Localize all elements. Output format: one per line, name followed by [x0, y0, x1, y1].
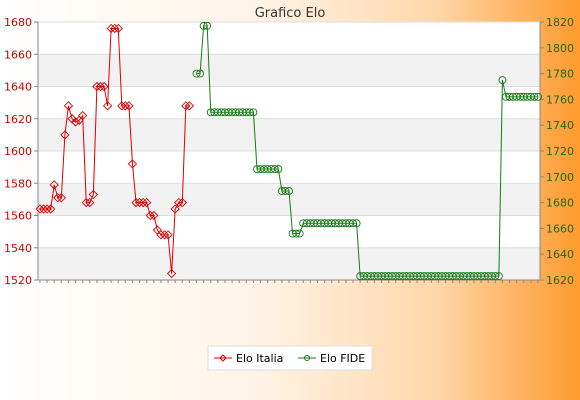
legend-label-elo-fide: Elo FIDE	[320, 352, 365, 365]
grid-band	[38, 118, 540, 151]
data-point	[113, 23, 123, 34]
series-layer	[35, 21, 542, 281]
y-right-tick-label: 1760	[546, 93, 574, 106]
y-right-tick-label: 1720	[546, 145, 574, 158]
y-left-tick-label: 1620	[4, 113, 32, 126]
y-right-tick-label: 1700	[546, 171, 574, 184]
data-point	[85, 197, 95, 208]
data-point	[38, 204, 49, 214]
data-point	[349, 219, 357, 228]
legend-marker-elo-fide	[304, 355, 310, 361]
data-point	[106, 23, 116, 34]
y-left-tick-label: 1560	[4, 210, 32, 223]
data-point	[131, 197, 141, 208]
y-right-tick-label: 1800	[546, 42, 574, 55]
data-point	[184, 101, 195, 111]
y-left-tick-label: 1580	[4, 177, 32, 190]
data-point	[281, 187, 290, 195]
data-point	[166, 268, 177, 279]
data-point	[127, 159, 138, 169]
data-point	[156, 230, 166, 240]
data-point	[63, 101, 74, 111]
data-point	[70, 117, 81, 127]
data-point	[81, 197, 91, 208]
y-left-tick-label: 1640	[4, 81, 32, 94]
y-left-tick-label: 1540	[4, 242, 32, 255]
y-right-tick-label: 1640	[546, 248, 574, 261]
data-point	[35, 204, 45, 214]
data-point	[124, 101, 134, 111]
data-point	[117, 101, 127, 111]
data-point	[102, 101, 113, 111]
y-left-tick-label: 1660	[4, 48, 32, 61]
data-point	[159, 230, 170, 240]
y-right-tick-label: 1740	[546, 119, 574, 132]
y-right-tick-label: 1620	[546, 274, 574, 287]
data-point	[534, 92, 542, 101]
data-point	[56, 193, 66, 203]
legend: Elo Italia Elo FIDE	[207, 345, 373, 371]
data-point	[249, 108, 258, 117]
data-point	[199, 21, 208, 30]
data-point	[149, 210, 159, 221]
data-point	[99, 81, 109, 92]
y-right-tick-label: 1680	[546, 197, 574, 210]
data-point	[181, 101, 191, 111]
data-point	[170, 204, 180, 214]
data-point	[95, 81, 106, 92]
data-point	[53, 193, 63, 203]
data-point	[92, 81, 102, 92]
data-point	[530, 92, 539, 101]
grid-band	[38, 54, 540, 87]
data-point	[498, 76, 507, 85]
data-point	[88, 189, 98, 200]
data-point	[142, 197, 152, 208]
data-point	[292, 229, 301, 238]
chart-title: Grafico Elo	[255, 6, 326, 21]
legend-marker-elo-italia	[219, 354, 227, 362]
data-point	[491, 272, 500, 281]
data-point	[42, 204, 52, 214]
data-point	[285, 187, 293, 195]
grid-band	[38, 247, 540, 280]
data-point	[120, 101, 131, 111]
data-point	[60, 130, 70, 140]
y-right-tick-label: 1820	[546, 16, 574, 29]
data-point	[192, 69, 201, 78]
y-right-tick-label: 1780	[546, 68, 574, 81]
data-point	[203, 21, 212, 30]
y-left-tick-label: 1600	[4, 145, 32, 158]
x-tick-labels	[39, 280, 539, 283]
data-point	[270, 165, 279, 174]
y-left-tick-label: 1680	[4, 16, 32, 29]
plot-area	[38, 21, 540, 281]
legend-label-elo-italia: Elo Italia	[236, 352, 283, 365]
y-right-tick-label: 1660	[546, 222, 574, 235]
data-point	[78, 110, 88, 121]
data-point	[49, 180, 59, 190]
data-point	[245, 108, 254, 117]
data-point	[163, 230, 173, 240]
grid-band	[38, 183, 540, 216]
data-point	[145, 210, 155, 221]
data-point	[295, 229, 304, 238]
data-point	[138, 197, 148, 208]
y-left-tick-label: 1520	[4, 274, 32, 287]
data-point	[196, 69, 205, 78]
data-point	[494, 272, 503, 281]
axes: 1520 1540 1560 1580 1600 1620 1640 1660 1680 1620…	[4, 16, 574, 287]
data-point	[177, 197, 187, 208]
data-point	[274, 165, 283, 174]
legend-box	[207, 345, 373, 371]
data-point	[352, 219, 361, 228]
data-point	[110, 23, 120, 34]
data-point	[46, 204, 56, 214]
data-point	[134, 197, 145, 208]
data-point	[174, 197, 184, 208]
